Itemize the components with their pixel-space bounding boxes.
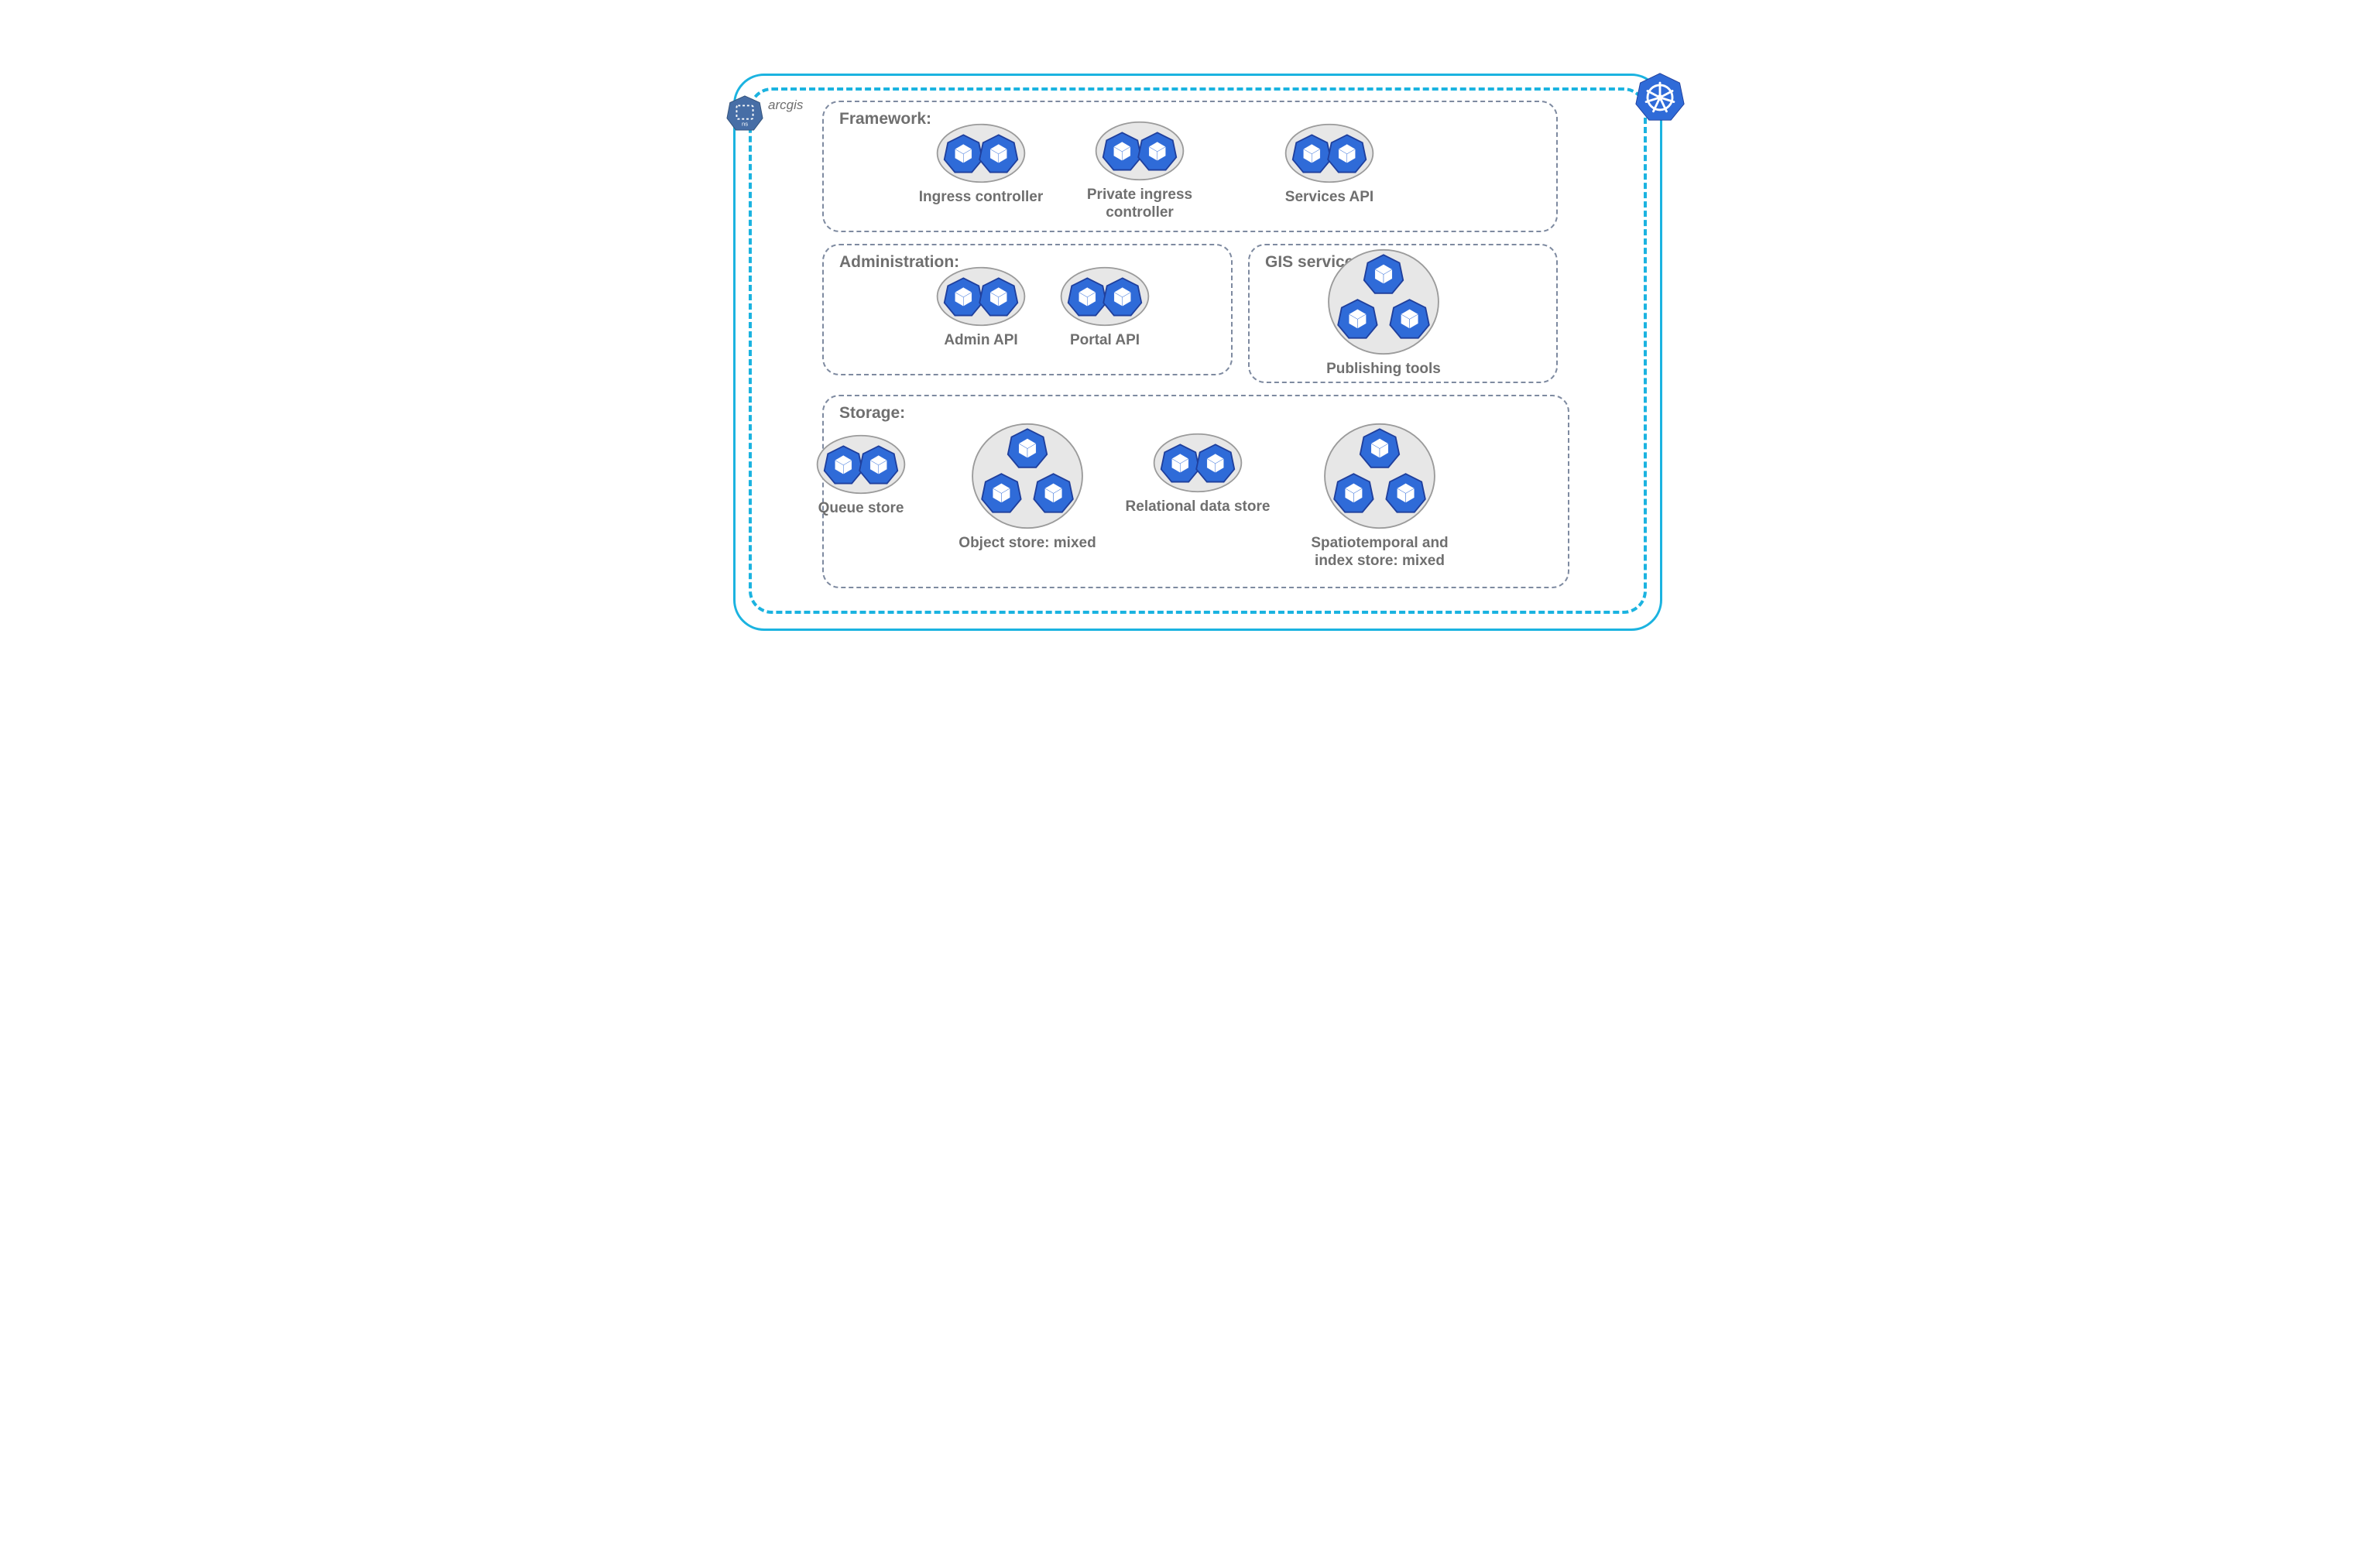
item-framework-0: Ingress controller: [904, 122, 1058, 207]
item-storage-0: Queue store: [784, 433, 938, 518]
item-label: Object store: mixed: [942, 535, 1113, 553]
diagram-canvas: ns arcgis Framework: Ingress controller …: [660, 0, 1720, 704]
namespace-icon: ns: [726, 94, 763, 132]
item-label: Publishing tools: [1298, 361, 1469, 379]
kubernetes-icon: [1634, 71, 1686, 122]
item-label: Services API: [1252, 189, 1407, 207]
pods-3-icon: [1298, 248, 1469, 356]
pods-2-icon: [1252, 122, 1407, 184]
section-title-storage: Storage:: [839, 404, 905, 423]
item-label: Queue store: [784, 500, 938, 518]
item-framework-2: Services API: [1252, 122, 1407, 207]
item-storage-1: Object store: mixed: [942, 422, 1113, 553]
item-framework-1: Private ingress controller: [1062, 120, 1217, 222]
namespace-label: arcgis: [768, 98, 803, 113]
pods-3-icon: [942, 422, 1113, 530]
pods-2-icon: [1062, 120, 1217, 182]
item-label: Ingress controller: [904, 189, 1058, 207]
item-label: Portal API: [1027, 332, 1182, 350]
pods-2-icon: [1027, 265, 1182, 327]
item-label: Spatiotemporal and index store: mixed: [1295, 535, 1465, 570]
pods-2-icon: [784, 433, 938, 495]
svg-text:ns: ns: [742, 120, 748, 127]
item-administration-1: Portal API: [1027, 265, 1182, 350]
item-label: Private ingress controller: [1062, 187, 1217, 222]
pods-2-icon: [1120, 432, 1275, 494]
pods-2-icon: [904, 122, 1058, 184]
item-storage-3: Spatiotemporal and index store: mixed: [1295, 422, 1465, 570]
item-gis-0: Publishing tools: [1298, 248, 1469, 379]
item-storage-2: Relational data store: [1120, 432, 1275, 516]
item-label: Relational data store: [1120, 498, 1275, 516]
pods-3-icon: [1295, 422, 1465, 530]
